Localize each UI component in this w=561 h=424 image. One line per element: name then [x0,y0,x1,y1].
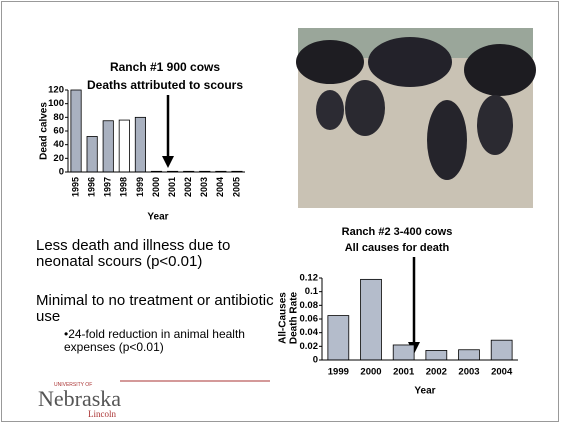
y-tick-label: 80 [53,112,64,123]
x-tick-label: 2000 [151,177,161,197]
y-tick-label: 120 [48,85,64,96]
logo-name: Nebraska [38,386,122,411]
y-tick-label: 0.06 [300,314,319,325]
x-tick-label: 2000 [360,367,381,378]
logo-campus: Lincoln [88,409,116,419]
bullet-text: Less death and illness due to neonatal s… [36,237,231,270]
y-tick-label: 0 [59,167,64,178]
bar [392,344,415,361]
x-tick-label: 1996 [87,177,97,197]
x-axis-label: Year [147,212,168,223]
bar [86,136,98,173]
x-tick-label: 2002 [183,177,193,197]
x-tick-label: 1999 [135,177,145,197]
x-tick-label: 2003 [458,367,479,378]
bar [327,315,350,361]
x-tick-label: 1998 [119,177,129,197]
bar [70,89,82,173]
y-tick-label: 0 [313,355,318,366]
bullet-text: Minimal to no treatment or antibiotic us… [36,292,274,325]
x-tick-label: 1999 [328,367,349,378]
y-tick-label: 20 [53,153,64,164]
x-tick-label: 2003 [199,177,209,197]
cow-photo [296,28,536,208]
y-axis-label: Death Rate [289,291,300,344]
chart-subtitle: All causes for death [345,242,450,254]
y-tick-label: 0.02 [300,341,319,352]
y-tick-label: 60 [53,126,64,137]
bar [118,119,130,173]
y-tick-label: 0.12 [300,273,319,284]
chart-title: Ranch #2 3-400 cows [342,226,453,238]
y-axis-label: Dead calves [39,102,50,160]
x-tick-label: 1995 [70,177,80,197]
chart-title: Ranch #1 900 cows [110,60,220,74]
y-tick-label: 0.08 [300,300,319,311]
y-axis-label: All-Causes [278,292,289,344]
bar [490,339,513,361]
y-tick-label: 0.04 [300,327,319,338]
bar [134,116,146,173]
bar [360,278,382,361]
y-tick-label: 100 [48,98,64,109]
x-tick-label: 2004 [215,177,225,197]
bar [102,120,114,173]
x-tick-label: 2002 [426,367,447,378]
logo-top: UNIVERSITY OF [54,382,93,388]
x-tick-label: 2005 [231,177,241,197]
x-tick-label: 2001 [167,177,177,197]
x-tick-label: 2001 [393,367,415,378]
x-tick-label: 2004 [491,367,513,378]
bar [458,349,480,361]
chart-subtitle: Deaths attributed to scours [87,78,243,92]
y-tick-label: 40 [53,139,64,150]
arrow-head [162,156,174,168]
sub-bullet-text: •24-fold reduction in animal health expe… [64,327,245,354]
y-tick-label: 0.1 [305,286,319,297]
x-axis-label: Year [414,386,435,397]
x-tick-label: 1997 [103,177,113,197]
bar [425,350,448,361]
